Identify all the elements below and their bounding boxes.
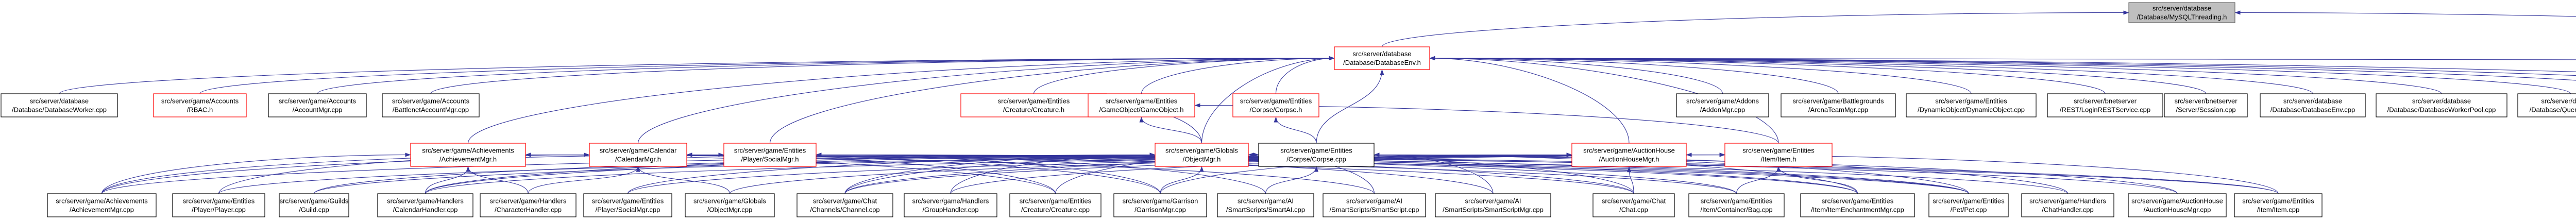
svg-text:src/server/game/Globals: src/server/game/Globals bbox=[1165, 147, 1238, 155]
svg-text:src/server/database: src/server/database bbox=[1352, 50, 1411, 58]
svg-text:src/server/game/Entities: src/server/game/Entities bbox=[1935, 97, 2007, 105]
svg-text:src/server/game/Accounts: src/server/game/Accounts bbox=[161, 97, 239, 105]
svg-text:src/server/game/Entities: src/server/game/Entities bbox=[183, 197, 255, 205]
svg-text:/Item/Container/Bag.cpp: /Item/Container/Bag.cpp bbox=[1700, 206, 1772, 214]
svg-text:src/server/game/AuctionHouse: src/server/game/AuctionHouse bbox=[2131, 197, 2223, 205]
svg-text:src/server/game/Entities: src/server/game/Entities bbox=[1240, 97, 1312, 105]
svg-text:/CharacterHandler.cpp: /CharacterHandler.cpp bbox=[495, 206, 562, 214]
svg-text:/Pet/Pet.cpp: /Pet/Pet.cpp bbox=[1951, 206, 1987, 214]
svg-text:/Player/SocialMgr.h: /Player/SocialMgr.h bbox=[741, 156, 799, 163]
svg-text:src/server/game/Addons: src/server/game/Addons bbox=[1686, 97, 1759, 105]
svg-text:/Database/DatabaseEnv.cpp: /Database/DatabaseEnv.cpp bbox=[2270, 106, 2355, 114]
svg-text:/Channels/Channel.cpp: /Channels/Channel.cpp bbox=[810, 206, 879, 214]
svg-text:src/server/database: src/server/database bbox=[2283, 97, 2342, 105]
svg-text:/Item/ItemEnchantmentMgr.cpp: /Item/ItemEnchantmentMgr.cpp bbox=[1811, 206, 1904, 214]
svg-text:/Database/MySQLThreading.h: /Database/MySQLThreading.h bbox=[2137, 13, 2227, 21]
svg-text:src/server/game/Entities: src/server/game/Entities bbox=[998, 97, 1070, 105]
svg-text:src/server/game/Entities: src/server/game/Entities bbox=[1020, 197, 1092, 205]
svg-text:/Database/DatabaseWorkerPool.c: /Database/DatabaseWorkerPool.cpp bbox=[2387, 106, 2496, 114]
svg-text:src/server/bnetserver: src/server/bnetserver bbox=[2074, 97, 2137, 105]
svg-text:src/server/database: src/server/database bbox=[2541, 97, 2576, 105]
svg-text:/Corpse/Corpse.cpp: /Corpse/Corpse.cpp bbox=[1286, 156, 1346, 163]
svg-text:src/server/game/AI: src/server/game/AI bbox=[1238, 197, 1294, 205]
svg-text:src/server/game/Entities: src/server/game/Entities bbox=[1742, 147, 1815, 155]
svg-text:/SmartScripts/SmartAI.cpp: /SmartScripts/SmartAI.cpp bbox=[1226, 206, 1305, 214]
svg-text:/Creature/Creature.cpp: /Creature/Creature.cpp bbox=[1021, 206, 1090, 214]
svg-text:/GarrisonMgr.cpp: /GarrisonMgr.cpp bbox=[1134, 206, 1186, 214]
svg-text:src/server/game/Entities: src/server/game/Entities bbox=[1280, 147, 1352, 155]
svg-text:/ChatHandler.cpp: /ChatHandler.cpp bbox=[2042, 206, 2093, 214]
svg-text:/Guild.cpp: /Guild.cpp bbox=[299, 206, 329, 214]
svg-text:src/server/game/Achievements: src/server/game/Achievements bbox=[422, 147, 514, 155]
svg-text:/Database/DatabaseEnv.h: /Database/DatabaseEnv.h bbox=[1343, 59, 1421, 66]
svg-text:src/server/game/Handlers: src/server/game/Handlers bbox=[912, 197, 989, 205]
svg-text:src/server/game/Entities: src/server/game/Entities bbox=[1106, 97, 1178, 105]
svg-text:src/server/game/Entities: src/server/game/Entities bbox=[1933, 197, 2005, 205]
svg-text:src/server/game/AI: src/server/game/AI bbox=[1465, 197, 1521, 205]
svg-text:/AchievementMgr.cpp: /AchievementMgr.cpp bbox=[70, 206, 134, 214]
svg-text:src/server/game/Entities: src/server/game/Entities bbox=[592, 197, 664, 205]
svg-text:/BattlenetAccountMgr.cpp: /BattlenetAccountMgr.cpp bbox=[393, 106, 469, 114]
svg-text:src/server/game/Chat: src/server/game/Chat bbox=[1602, 197, 1666, 205]
svg-text:/DynamicObject/DynamicObject.c: /DynamicObject/DynamicObject.cpp bbox=[1918, 106, 2025, 114]
svg-text:/CalendarHandler.cpp: /CalendarHandler.cpp bbox=[393, 206, 458, 214]
svg-text:src/server/game/Entities: src/server/game/Entities bbox=[1822, 197, 1894, 205]
svg-text:/ObjectMgr.cpp: /ObjectMgr.cpp bbox=[707, 206, 752, 214]
svg-text:src/server/bnetserver: src/server/bnetserver bbox=[2174, 97, 2238, 105]
svg-text:src/server/game/AuctionHouse: src/server/game/AuctionHouse bbox=[1583, 147, 1675, 155]
svg-text:src/server/database: src/server/database bbox=[30, 97, 89, 105]
svg-text:/Database/DatabaseWorker.cpp: /Database/DatabaseWorker.cpp bbox=[12, 106, 107, 114]
svg-text:src/server/game/Handlers: src/server/game/Handlers bbox=[387, 197, 464, 205]
svg-text:/ArenaTeamMgr.cpp: /ArenaTeamMgr.cpp bbox=[1808, 106, 1868, 114]
svg-text:src/server/game/Entities: src/server/game/Entities bbox=[2242, 197, 2314, 205]
svg-text:/GroupHandler.cpp: /GroupHandler.cpp bbox=[922, 206, 978, 214]
svg-text:/AddonMgr.cpp: /AddonMgr.cpp bbox=[1700, 106, 1745, 114]
svg-text:src/server/game/Achievements: src/server/game/Achievements bbox=[56, 197, 148, 205]
svg-text:/GameObject/GameObject.h: /GameObject/GameObject.h bbox=[1099, 106, 1183, 114]
svg-text:/Item/Item.cpp: /Item/Item.cpp bbox=[2257, 206, 2299, 214]
svg-text:/CalendarMgr.h: /CalendarMgr.h bbox=[615, 156, 661, 163]
svg-text:/AccountMgr.cpp: /AccountMgr.cpp bbox=[293, 106, 343, 114]
svg-text:src/server/game/Handlers: src/server/game/Handlers bbox=[490, 197, 567, 205]
svg-text:src/server/game/Battlegrounds: src/server/game/Battlegrounds bbox=[1792, 97, 1884, 105]
svg-text:/Creature/Creature.h: /Creature/Creature.h bbox=[1003, 106, 1064, 114]
svg-text:/SmartScripts/SmartScript.cpp: /SmartScripts/SmartScript.cpp bbox=[1329, 206, 1419, 214]
svg-text:/Chat.cpp: /Chat.cpp bbox=[1619, 206, 1648, 214]
svg-text:/Item/Item.h: /Item/Item.h bbox=[1761, 156, 1797, 163]
svg-text:src/server/game/Entities: src/server/game/Entities bbox=[734, 147, 806, 155]
svg-text:/REST/LoginRESTService.cpp: /REST/LoginRESTService.cpp bbox=[2060, 106, 2150, 114]
svg-text:src/server/game/Guilds: src/server/game/Guilds bbox=[280, 197, 349, 205]
svg-text:/Database/QueryResult.cpp: /Database/QueryResult.cpp bbox=[2530, 106, 2576, 114]
svg-text:/AuctionHouseMgr.cpp: /AuctionHouseMgr.cpp bbox=[2144, 206, 2211, 214]
svg-text:/RBAC.h: /RBAC.h bbox=[187, 106, 213, 114]
svg-text:/SmartScripts/SmartScriptMgr.c: /SmartScripts/SmartScriptMgr.cpp bbox=[1443, 206, 1544, 214]
svg-text:/AuctionHouseMgr.h: /AuctionHouseMgr.h bbox=[1599, 156, 1659, 163]
svg-text:src/server/game/Calendar: src/server/game/Calendar bbox=[600, 147, 677, 155]
svg-text:src/server/game/AI: src/server/game/AI bbox=[1346, 197, 1402, 205]
svg-text:/Player/Player.cpp: /Player/Player.cpp bbox=[192, 206, 246, 214]
svg-text:src/server/game/Handlers: src/server/game/Handlers bbox=[2029, 197, 2106, 205]
svg-text:src/server/database: src/server/database bbox=[2153, 5, 2211, 12]
svg-text:/Player/SocialMgr.cpp: /Player/SocialMgr.cpp bbox=[596, 206, 660, 214]
svg-text:/ObjectMgr.h: /ObjectMgr.h bbox=[1183, 156, 1221, 163]
svg-text:src/server/game/Chat: src/server/game/Chat bbox=[813, 197, 877, 205]
svg-text:src/server/game/Accounts: src/server/game/Accounts bbox=[392, 97, 470, 105]
svg-text:/AchievementMgr.h: /AchievementMgr.h bbox=[439, 156, 497, 163]
svg-text:src/server/game/Entities: src/server/game/Entities bbox=[1701, 197, 1773, 205]
svg-text:src/server/game/Globals: src/server/game/Globals bbox=[693, 197, 766, 205]
svg-text:/Server/Session.cpp: /Server/Session.cpp bbox=[2176, 106, 2235, 114]
svg-text:src/server/game/Accounts: src/server/game/Accounts bbox=[279, 97, 357, 105]
svg-text:src/server/database: src/server/database bbox=[2412, 97, 2471, 105]
svg-text:/Corpse/Corpse.h: /Corpse/Corpse.h bbox=[1250, 106, 1302, 114]
svg-text:src/server/game/Garrison: src/server/game/Garrison bbox=[1123, 197, 1198, 205]
